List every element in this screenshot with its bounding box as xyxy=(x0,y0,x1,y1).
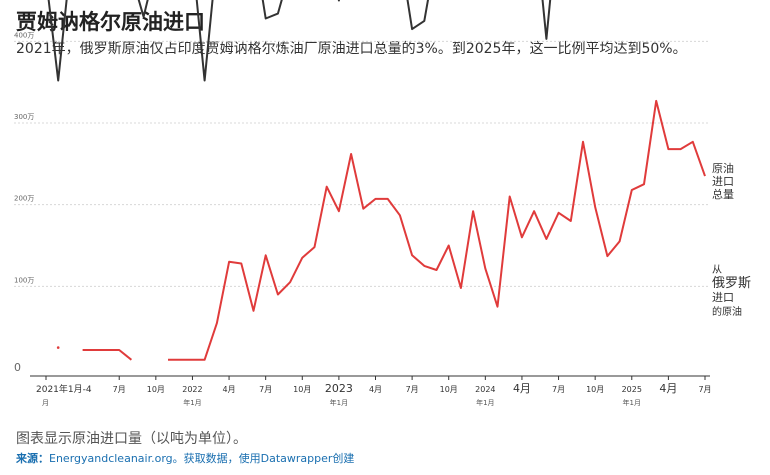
x-tick-label: 7月 xyxy=(406,385,419,394)
x-tick-label: 10月 xyxy=(147,385,165,394)
x-tick-label: 4月 xyxy=(369,385,382,394)
x-tick-label: 4月 xyxy=(223,385,236,394)
x-tick-label: 7月 xyxy=(259,385,272,394)
chart-title: 贾姆讷格尔原油进口 xyxy=(16,10,205,34)
x-tick-label: 2025 xyxy=(622,385,642,394)
x-tick-label: 10月 xyxy=(586,385,604,394)
russia-series-label: 从 xyxy=(712,265,722,276)
y-tick-label: 300万 xyxy=(14,113,34,121)
x-tick-sublabel: 年1月 xyxy=(623,398,641,407)
x-tick-label: 2024 xyxy=(475,385,495,394)
y-tick-label: 100万 xyxy=(14,276,34,284)
total-series-line xyxy=(47,0,552,82)
russia-point xyxy=(56,346,60,349)
source-line: 来源：Energyandcleanair.org。获取数据，使用Datawrap… xyxy=(16,450,354,466)
source-label: 来源： xyxy=(16,452,49,465)
x-tick-label: 7月 xyxy=(698,385,711,394)
total-series-label: 总量 xyxy=(712,187,734,201)
x-tick-label: 4月 xyxy=(659,382,677,395)
x-tick-label: 2023 xyxy=(325,382,353,395)
russia-series-label: 俄罗斯 xyxy=(712,276,751,291)
source-link[interactable]: Energyandcleanair.org。获取数据，使用Datawrapper… xyxy=(49,452,355,465)
russia-series-label: 的原油 xyxy=(712,305,742,318)
y-tick-label: 400万 xyxy=(14,31,34,39)
russia-series-line xyxy=(82,349,133,361)
x-tick-sublabel: 年1月 xyxy=(476,398,494,407)
russia-series-line xyxy=(168,99,706,361)
x-tick-label: 4月 xyxy=(513,382,531,395)
x-tick-label: 2022 xyxy=(182,385,202,394)
x-tick-sublabel: 月 xyxy=(42,399,49,407)
russia-series-label: 进口 xyxy=(712,291,734,304)
x-tick-label: 10月 xyxy=(293,385,311,394)
chart-subtitle: 2021年，俄罗斯原油仅占印度贾姆讷格尔炼油厂原油进口总量的3%。到2025年，… xyxy=(16,41,687,57)
x-tick-label: 10月 xyxy=(440,385,458,394)
chart-note: 图表显示原油进口量（以吨为单位）。 xyxy=(16,431,247,447)
y-tick-label: 200万 xyxy=(14,195,34,203)
total-series-label: 原油 xyxy=(712,161,734,175)
y-tick-label: 0 xyxy=(14,361,21,374)
x-tick-label: 2021年1月-4 xyxy=(36,383,92,395)
x-tick-sublabel: 年1月 xyxy=(183,398,201,407)
x-tick-label: 7月 xyxy=(552,385,565,394)
x-tick-label: 7月 xyxy=(113,385,126,394)
total-series-label: 进口 xyxy=(712,175,734,188)
line-chart: 0100万200万300万400万500万600万 原油进口总量从俄罗斯进口的原… xyxy=(14,0,751,407)
x-tick-sublabel: 年1月 xyxy=(330,398,348,407)
